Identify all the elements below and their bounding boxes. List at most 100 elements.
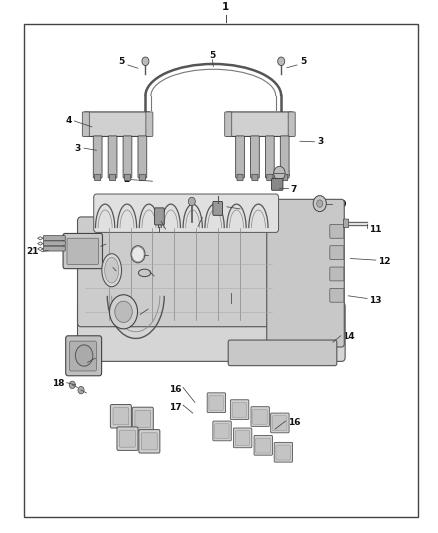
FancyBboxPatch shape xyxy=(276,445,290,460)
Text: 4: 4 xyxy=(66,117,72,125)
FancyBboxPatch shape xyxy=(135,410,151,427)
FancyBboxPatch shape xyxy=(272,416,287,431)
FancyBboxPatch shape xyxy=(330,267,344,281)
FancyBboxPatch shape xyxy=(236,136,244,178)
Circle shape xyxy=(75,345,93,366)
Text: 23: 23 xyxy=(117,268,130,276)
Circle shape xyxy=(132,247,144,262)
Circle shape xyxy=(69,381,75,389)
Text: 1: 1 xyxy=(222,2,229,12)
FancyBboxPatch shape xyxy=(209,395,223,410)
FancyBboxPatch shape xyxy=(67,238,99,264)
FancyBboxPatch shape xyxy=(141,433,157,450)
Text: 2: 2 xyxy=(123,175,129,184)
Text: 5: 5 xyxy=(119,57,125,66)
FancyBboxPatch shape xyxy=(66,336,102,376)
Text: 13: 13 xyxy=(369,296,381,304)
FancyBboxPatch shape xyxy=(82,112,89,136)
FancyBboxPatch shape xyxy=(117,427,138,450)
Circle shape xyxy=(78,386,84,394)
FancyBboxPatch shape xyxy=(251,407,269,426)
FancyBboxPatch shape xyxy=(226,112,293,136)
FancyBboxPatch shape xyxy=(267,199,344,347)
FancyBboxPatch shape xyxy=(252,174,258,181)
FancyBboxPatch shape xyxy=(225,112,232,136)
FancyBboxPatch shape xyxy=(271,413,289,433)
Text: 12: 12 xyxy=(378,257,390,265)
FancyBboxPatch shape xyxy=(282,174,288,181)
Text: 17: 17 xyxy=(169,403,182,412)
FancyBboxPatch shape xyxy=(95,174,101,181)
FancyBboxPatch shape xyxy=(215,424,229,439)
Circle shape xyxy=(142,57,149,66)
Text: 16: 16 xyxy=(169,385,182,393)
FancyBboxPatch shape xyxy=(113,408,129,425)
Ellipse shape xyxy=(105,257,119,283)
Text: 6: 6 xyxy=(284,171,290,179)
FancyBboxPatch shape xyxy=(213,421,231,441)
Text: 18: 18 xyxy=(52,379,65,388)
Circle shape xyxy=(110,295,138,329)
Text: 8: 8 xyxy=(240,206,246,215)
FancyBboxPatch shape xyxy=(233,428,252,448)
FancyBboxPatch shape xyxy=(108,136,117,178)
FancyBboxPatch shape xyxy=(274,442,293,462)
Text: 3: 3 xyxy=(75,144,81,152)
FancyBboxPatch shape xyxy=(280,136,289,178)
FancyBboxPatch shape xyxy=(43,246,65,251)
FancyBboxPatch shape xyxy=(228,340,337,366)
FancyBboxPatch shape xyxy=(330,288,344,302)
FancyBboxPatch shape xyxy=(63,233,102,269)
FancyBboxPatch shape xyxy=(343,219,349,228)
FancyBboxPatch shape xyxy=(272,179,283,190)
FancyBboxPatch shape xyxy=(110,174,116,181)
FancyBboxPatch shape xyxy=(139,174,145,181)
Ellipse shape xyxy=(138,269,151,277)
FancyBboxPatch shape xyxy=(230,400,249,419)
Text: 16: 16 xyxy=(288,418,301,426)
FancyBboxPatch shape xyxy=(232,402,247,417)
FancyBboxPatch shape xyxy=(138,136,147,178)
FancyBboxPatch shape xyxy=(330,224,344,238)
FancyBboxPatch shape xyxy=(254,435,272,455)
Text: 14: 14 xyxy=(343,333,355,341)
Text: 7: 7 xyxy=(290,185,297,193)
FancyBboxPatch shape xyxy=(267,174,273,181)
FancyBboxPatch shape xyxy=(110,405,131,428)
FancyBboxPatch shape xyxy=(132,407,153,431)
FancyBboxPatch shape xyxy=(43,241,65,246)
FancyBboxPatch shape xyxy=(93,136,102,178)
Text: 11: 11 xyxy=(369,225,381,233)
FancyBboxPatch shape xyxy=(237,174,243,181)
Text: 5: 5 xyxy=(209,52,215,60)
FancyBboxPatch shape xyxy=(155,208,164,225)
Text: 10: 10 xyxy=(334,200,346,208)
FancyBboxPatch shape xyxy=(265,136,274,178)
FancyBboxPatch shape xyxy=(213,201,223,215)
Text: 3: 3 xyxy=(318,138,324,146)
Bar xyxy=(24,24,418,517)
FancyBboxPatch shape xyxy=(330,246,344,260)
FancyBboxPatch shape xyxy=(251,136,259,178)
FancyBboxPatch shape xyxy=(78,302,345,361)
Text: 15: 15 xyxy=(225,301,237,309)
FancyBboxPatch shape xyxy=(256,438,270,453)
Text: 21: 21 xyxy=(26,247,39,256)
Circle shape xyxy=(317,200,323,207)
Text: 5: 5 xyxy=(300,57,306,66)
FancyBboxPatch shape xyxy=(78,217,279,327)
Text: 19: 19 xyxy=(87,359,99,368)
FancyBboxPatch shape xyxy=(235,431,250,446)
Text: 22: 22 xyxy=(107,240,120,248)
Circle shape xyxy=(274,166,285,180)
FancyBboxPatch shape xyxy=(288,112,295,136)
Text: 25: 25 xyxy=(134,252,147,260)
Circle shape xyxy=(115,301,132,322)
Text: 20: 20 xyxy=(126,311,138,320)
FancyBboxPatch shape xyxy=(123,136,132,178)
FancyBboxPatch shape xyxy=(120,430,135,447)
Circle shape xyxy=(313,196,326,212)
Text: 9: 9 xyxy=(188,223,195,232)
Ellipse shape xyxy=(102,254,121,287)
FancyBboxPatch shape xyxy=(207,393,226,413)
